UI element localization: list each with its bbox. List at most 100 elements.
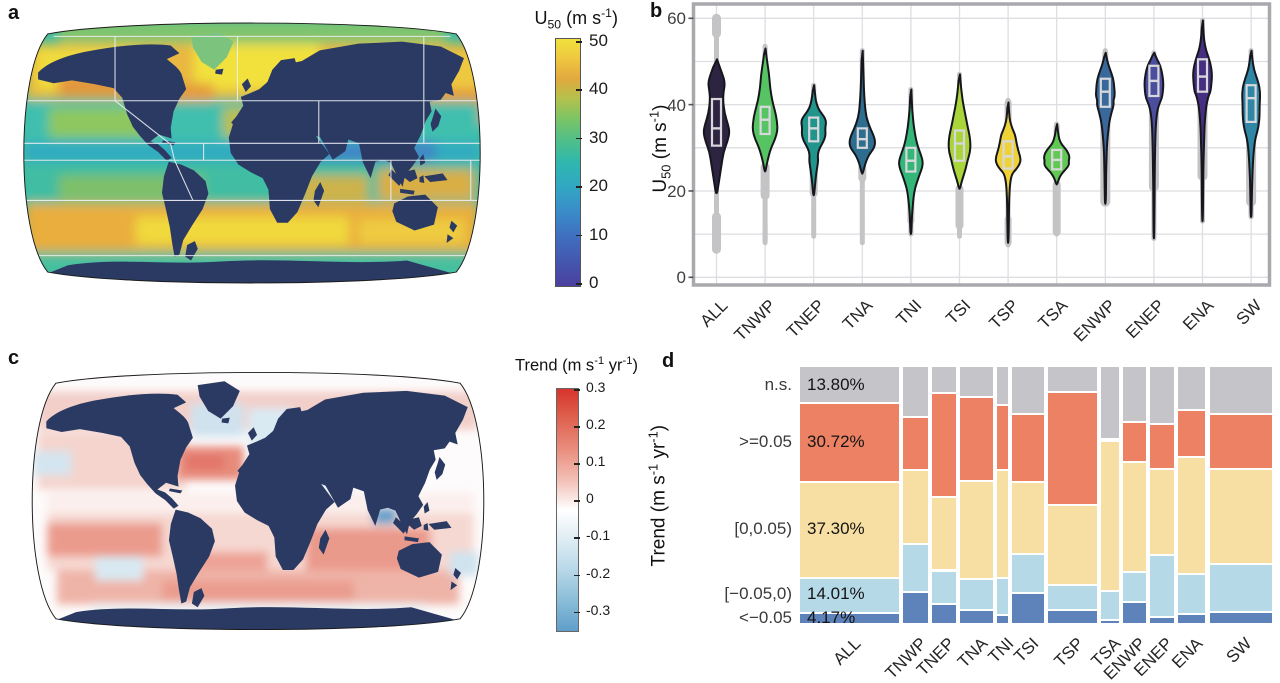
segment-TSA-4 [1101,619,1120,623]
segment-TSI-4 [1012,591,1044,623]
boxplot-box [1245,84,1257,123]
colorbar-tick [574,500,580,502]
colorbar-u50-gradient [555,38,581,287]
segment-ENWP-2 [1123,461,1147,572]
map-u50 [23,22,481,284]
row-label-4: <−0.05 [739,607,792,627]
violin-TSA [1043,123,1071,186]
segment-ENEP-4 [1150,616,1174,623]
violin-TSP [994,101,1022,244]
mosaic-bar-ENA [1177,367,1206,623]
segment-ALL-2 [800,481,900,577]
colorbar-tick [574,389,580,391]
pct-label-0: 13.80% [807,374,865,394]
segment-TSP-1 [1047,391,1098,504]
row-label-2: [0,0.05) [734,518,792,538]
segment-TNA-2 [959,480,994,579]
segment-TNI-0 [997,367,1009,405]
colorbar-trend-title: Trend (m s-1 yr-1) [515,355,638,375]
segment-SW-3 [1209,562,1272,611]
pct-label-4: 4.17% [807,607,856,627]
segment-TNWP-4 [903,591,928,623]
row-label-3: [−0.05,0) [724,584,792,604]
colorbar-tick-label: 50 [589,31,608,50]
segment-ALL-3 [800,576,900,613]
mosaic-bar-ENEP [1150,367,1174,623]
panel-b-letter: b [650,0,663,22]
colorbar-u50-title: U50 (m s-1) [534,6,619,32]
violin-TNWP [751,47,779,173]
colorbar-tick-label: -0.1 [586,527,611,544]
violin-ALL [702,58,731,195]
ytick-label: 20 [667,182,686,201]
mosaic-bar-TSI [1012,367,1044,623]
ytick-label: 0 [676,268,686,288]
colorbar-trend: 0.3 0.2 0.1 0 -0.1 -0.2 -0.3 [556,379,641,638]
segment-TSI-0 [1012,367,1044,413]
pct-label-2: 37.30% [807,518,865,538]
mosaic-bar-TSA [1101,367,1120,623]
segment-TSI-3 [1012,552,1044,592]
violin-TNA [848,49,876,175]
segment-TNEP-3 [931,569,956,603]
segment-TNWP-3 [903,542,928,591]
colorbar-tick-label: -0.2 [586,564,611,581]
mosaic-chart [800,367,1272,623]
boxplot-box [953,129,966,162]
segment-SW-1 [1209,412,1272,468]
panel-b-ylabel: U50 (m s-1) [646,104,674,193]
colorbar-trend-gradient [556,388,579,632]
segment-TSI-2 [1012,480,1044,553]
panel-a-letter: a [8,2,20,24]
segment-TNA-1 [959,395,994,481]
colorbar-tick [574,426,580,428]
colorbar-tick-label: 0.2 [586,416,606,433]
segment-SW-2 [1209,467,1272,563]
segment-TSP-3 [1047,584,1098,610]
segment-ALL-1 [800,402,900,481]
colorbar-tick-label: 20 [589,176,608,196]
segment-TNI-3 [997,577,1009,615]
colorbar-tick [576,234,582,237]
panel-d-ylabel: Trend (m s-1 yr-1) [645,424,670,567]
segment-ENWP-0 [1123,367,1147,421]
segment-TSP-4 [1047,609,1098,623]
segment-TSP-0 [1047,367,1098,392]
ytick-label: 40 [667,95,686,115]
colorbar-tick [574,463,580,465]
colorbar-tick [576,89,582,91]
colorbar-tick [574,611,580,614]
segment-SW-0 [1209,367,1272,413]
segment-TNWP-1 [903,416,928,470]
segment-TNI-2 [997,469,1009,578]
segment-ENA-2 [1177,455,1206,573]
colorbar-tick-label: 30 [589,127,608,147]
mosaic-bar-TNI [997,367,1009,623]
panel-b: b U50 (m s-1) 0 20 40 60 ALL TNWP TNEP TNA TNI T… [640,0,1280,345]
segment-ENEP-2 [1150,467,1174,555]
segment-TSA-1 [1101,437,1120,440]
xtick-label-TSI: TSI [1010,633,1043,667]
colorbar-tick [574,537,580,539]
colorbar-tick [576,186,582,188]
segment-ENA-4 [1177,612,1206,623]
segment-TNI-4 [997,614,1009,623]
segment-ENWP-1 [1123,421,1147,461]
mosaic-bar-ENWP [1123,367,1147,623]
colorbar-tick-label: 10 [589,224,608,244]
violin-plot [688,2,1272,287]
segment-TNEP-1 [931,392,956,497]
segment-TNWP-0 [903,367,928,417]
segment-ENA-3 [1177,572,1206,613]
segment-ALL-4 [800,612,900,623]
boxplot-box [710,97,723,147]
colorbar-tick [576,137,582,140]
segment-TSA-0 [1101,367,1120,438]
colorbar-tick-label: 0.1 [586,453,606,470]
panel-c: c [0,345,640,683]
mosaic-bar-TNWP [903,367,928,623]
violin-plot-area [695,5,1268,284]
colorbar-tick-label: -0.3 [586,601,611,618]
segment-ENWP-4 [1123,601,1147,623]
